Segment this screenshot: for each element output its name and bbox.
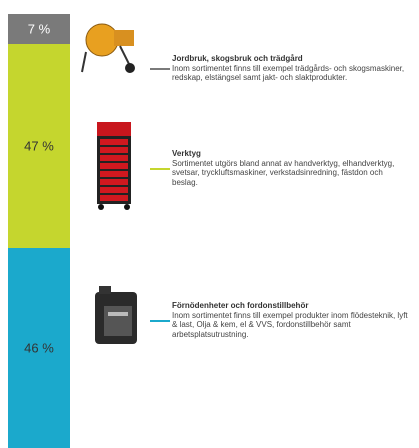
section-title: Förnödenheter och fordonstillbehör bbox=[172, 301, 410, 311]
section-text: Sortimentet utgörs bland annat av handve… bbox=[172, 159, 394, 187]
oil-can-icon bbox=[95, 286, 137, 344]
section-text: Inom sortimentet finns till exempel träd… bbox=[172, 63, 404, 82]
connector-line bbox=[150, 68, 170, 70]
percent-label: 46 % bbox=[8, 341, 70, 356]
percent-label: 7 % bbox=[8, 22, 70, 37]
infographic: 7 %Jordbruk, skogsbruk och trädgårdInom … bbox=[0, 0, 419, 448]
percent-label: 47 % bbox=[8, 139, 70, 154]
section-text: Inom sortimentet finns till exempel pro­… bbox=[172, 311, 408, 339]
section-title: Verktyg bbox=[172, 149, 410, 159]
section-title: Jordbruk, skogsbruk och trädgård bbox=[172, 54, 410, 64]
connector-line bbox=[150, 168, 170, 170]
connector-line bbox=[150, 320, 170, 322]
machine-icon bbox=[82, 24, 135, 73]
toolbox-icon bbox=[97, 122, 131, 210]
